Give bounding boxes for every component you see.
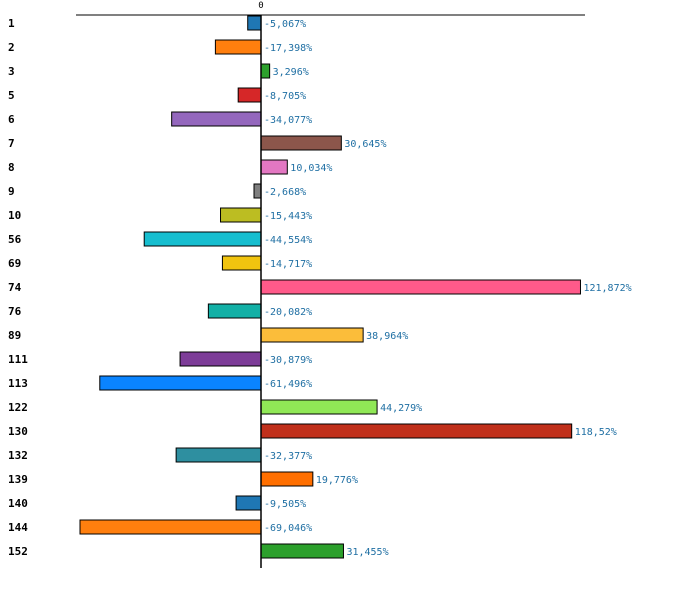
category-label: 6 (8, 113, 15, 126)
bar (260, 399, 378, 415)
value-label: -30,879% (264, 355, 312, 366)
value-label: -69,046% (264, 523, 312, 534)
bar (175, 447, 262, 463)
category-label: 7 (8, 137, 15, 150)
bar (260, 543, 344, 559)
bar (179, 351, 262, 367)
category-label: 2 (8, 41, 15, 54)
bar (260, 63, 271, 79)
category-label: 89 (8, 329, 21, 342)
category-label: 56 (8, 233, 22, 246)
bar (221, 255, 262, 271)
category-label: 140 (8, 497, 28, 510)
value-label: -5,067% (264, 19, 306, 30)
value-label: -20,082% (264, 307, 312, 318)
bar (260, 423, 573, 439)
bar (260, 471, 314, 487)
bar (260, 279, 581, 295)
bar (214, 39, 262, 55)
value-label: -2,668% (264, 187, 306, 198)
value-label: 38,964% (366, 331, 408, 342)
category-label: 1 (8, 17, 15, 30)
value-label: -15,443% (264, 211, 312, 222)
bar (260, 159, 288, 175)
value-label: 31,455% (346, 547, 388, 558)
value-label: -44,554% (264, 235, 312, 246)
value-label: 19,776% (316, 475, 358, 486)
category-label: 139 (8, 473, 28, 486)
bar (260, 327, 364, 343)
bar (237, 87, 262, 103)
value-label: -61,496% (264, 379, 312, 390)
bar (171, 111, 262, 127)
bar (207, 303, 262, 319)
bar (235, 495, 262, 511)
category-label: 3 (8, 65, 15, 78)
category-label: 8 (8, 161, 15, 174)
category-label: 74 (8, 281, 22, 294)
bar (247, 15, 262, 31)
category-label: 111 (8, 353, 28, 366)
value-label: -9,505% (264, 499, 306, 510)
value-label: 118,52% (575, 427, 617, 438)
value-label: -32,377% (264, 451, 312, 462)
category-label: 5 (8, 89, 15, 102)
value-label: -34,077% (264, 115, 312, 126)
bars-group: 1 -5,067% 2 -17,398% 3 3,296% 5 -8,705% 6 -34,077… (8, 15, 632, 559)
category-label: 69 (8, 257, 21, 270)
value-label: 10,034% (290, 163, 332, 174)
bar (79, 519, 262, 535)
value-label: 3,296% (273, 67, 309, 78)
value-label: 44,279% (380, 403, 422, 414)
category-label: 144 (8, 521, 28, 534)
value-label: -8,705% (264, 91, 306, 102)
bar (143, 231, 262, 247)
category-label: 122 (8, 401, 28, 414)
value-label: -17,398% (264, 43, 312, 54)
zero-tick-label: 0 (258, 1, 263, 11)
category-label: 9 (8, 185, 15, 198)
category-label: 76 (8, 305, 22, 318)
category-label: 10 (8, 209, 21, 222)
category-label: 130 (8, 425, 28, 438)
category-label: 132 (8, 449, 28, 462)
value-label: 30,645% (344, 139, 386, 150)
value-label: -14,717% (264, 259, 312, 270)
value-label: 121,872% (583, 283, 631, 294)
bar (253, 183, 262, 199)
bar (260, 135, 342, 151)
bar (220, 207, 262, 223)
bar (99, 375, 262, 391)
category-label: 152 (8, 545, 28, 558)
category-label: 113 (8, 377, 28, 390)
